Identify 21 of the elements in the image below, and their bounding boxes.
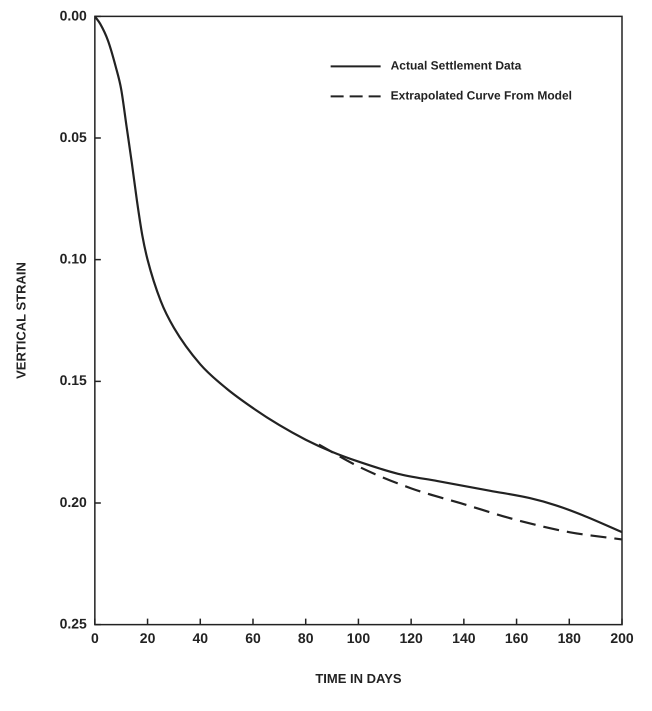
x-axis-title: TIME IN DAYS	[315, 670, 402, 686]
x-tick-label: 80	[298, 630, 314, 646]
y-axis-title: VERTICAL STRAIN	[13, 262, 28, 379]
x-tick-label: 180	[558, 630, 582, 646]
y-tick-label: 0.20	[60, 494, 88, 510]
y-tick-label: 0.05	[60, 128, 88, 145]
x-tick-label: 20	[140, 630, 156, 646]
y-tick-label: 0.00	[60, 7, 88, 24]
y-tick-label: 0.15	[60, 372, 88, 388]
legend-label: Extrapolated Curve From Model	[390, 88, 572, 103]
x-tick-label: 0	[90, 630, 99, 646]
y-tick-label: 0.25	[60, 615, 88, 632]
x-tick-label: 100	[346, 630, 370, 646]
x-tick-label: 60	[245, 630, 261, 646]
x-tick-label: 200	[610, 630, 634, 646]
x-tick-label: 140	[452, 630, 476, 646]
legend-label: Actual Settlement Data	[390, 58, 522, 73]
y-tick-label: 0.10	[60, 250, 88, 267]
x-tick-label: 40	[192, 630, 208, 646]
x-tick-label: 160	[504, 630, 528, 646]
x-tick-label: 120	[399, 630, 424, 646]
